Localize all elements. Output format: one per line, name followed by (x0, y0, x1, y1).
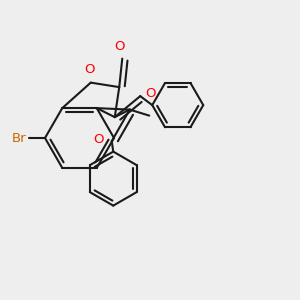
Text: O: O (93, 133, 103, 146)
Text: O: O (145, 87, 155, 100)
Text: O: O (84, 63, 94, 76)
Text: Br: Br (11, 131, 26, 145)
Text: O: O (114, 40, 124, 53)
